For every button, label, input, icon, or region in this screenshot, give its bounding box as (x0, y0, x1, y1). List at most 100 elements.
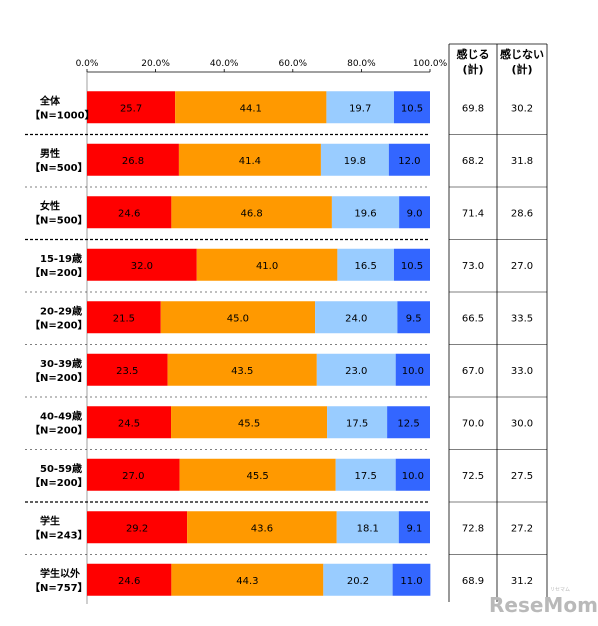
bar-value-label: 12.5 (397, 418, 419, 429)
x-tick-label: 100.0% (413, 59, 448, 69)
bar-segment (395, 353, 430, 386)
table-cell: 27.0 (511, 261, 533, 272)
bar-value-label: 17.5 (355, 471, 377, 482)
row-label-n: 【N=500】 (30, 161, 88, 174)
bar-segment (87, 353, 168, 386)
bar-segment (398, 511, 430, 544)
row-labels: 全体【N=1000】男性【N=500】女性【N=500】15-19歳【N=200… (30, 94, 95, 594)
bar-segment (388, 143, 430, 176)
table-cell: 33.0 (511, 366, 533, 377)
bar-value-label: 20.2 (347, 576, 369, 587)
table-header-sub: (計) (462, 62, 483, 76)
bar-segment (393, 91, 430, 124)
bar-value-label: 25.7 (120, 103, 142, 114)
bar-segment (171, 563, 324, 596)
bar-segment (178, 143, 321, 176)
bar-segment (187, 511, 337, 544)
row-label: 学生以外 (40, 567, 80, 580)
x-tick-label: 80.0% (347, 59, 376, 69)
bar-segment (167, 353, 317, 386)
table-cell: 30.0 (511, 418, 533, 429)
bar-segment (87, 248, 197, 281)
bar-segment (87, 91, 176, 124)
table-cell: 67.0 (462, 366, 484, 377)
chart-bars: 25.7 44.1 19.7 10.5 26.8 41.4 19.8 12.0 24.6 46.8… (87, 91, 431, 596)
x-tick-label: 40.0% (210, 59, 239, 69)
bar-segment (395, 458, 430, 491)
row-label-n: 【N=200】 (30, 476, 88, 489)
bar-value-label: 10.5 (401, 103, 423, 114)
bar-value-label: 41.4 (239, 156, 261, 167)
bar-segment (326, 91, 394, 124)
bar-segment (87, 143, 179, 176)
bar-segment (387, 406, 430, 439)
table-cell: 72.8 (462, 523, 484, 534)
table-cell: 33.5 (511, 313, 533, 324)
bar-value-label: 26.8 (122, 156, 144, 167)
row-label: 全体 (39, 94, 61, 107)
bar-segment (392, 563, 431, 596)
table-cell: 73.0 (462, 261, 484, 272)
row-label: 15-19歳 (40, 252, 82, 265)
row-label-n: 【N=1000】 (30, 108, 95, 121)
bar-value-label: 45.5 (247, 471, 269, 482)
bar-value-label: 24.5 (118, 418, 140, 429)
logo-ruby: リセマム (550, 587, 570, 593)
bar-value-label: 41.0 (256, 261, 278, 272)
bar-value-label: 19.8 (344, 156, 366, 167)
table-cell: 71.4 (462, 208, 484, 219)
table-header: 感じない (500, 47, 544, 61)
bar-segment (179, 458, 336, 491)
bar-value-label: 44.1 (240, 103, 262, 114)
bar-segment (87, 406, 172, 439)
table-header: 感じる (457, 47, 490, 61)
bar-segment (87, 511, 188, 544)
x-tick-label: 0.0% (76, 59, 99, 69)
bar-segment (320, 143, 389, 176)
bar-segment (87, 301, 161, 334)
bar-value-label: 24.6 (118, 208, 140, 219)
bar-value-label: 43.6 (251, 523, 273, 534)
bar-segment (399, 196, 430, 229)
logo-text: ReseMom (489, 593, 598, 617)
bar-value-label: 44.3 (236, 576, 258, 587)
bar-value-label: 18.1 (357, 523, 379, 534)
row-label-n: 【N=200】 (30, 266, 88, 279)
bar-segment (331, 196, 400, 229)
bar-value-label: 9.5 (406, 313, 422, 324)
row-label: 男性 (40, 147, 60, 160)
bar-value-label: 9.0 (407, 208, 423, 219)
bar-value-label: 27.0 (122, 471, 144, 482)
row-label-n: 【N=200】 (30, 318, 88, 331)
bar-value-label: 10.0 (402, 366, 424, 377)
bar-value-label: 24.0 (345, 313, 367, 324)
bar-value-label: 23.0 (345, 366, 367, 377)
bar-segment (316, 353, 396, 386)
row-label-n: 【N=200】 (30, 371, 88, 384)
table-cell: 31.8 (511, 156, 533, 167)
bar-value-label: 16.5 (355, 261, 377, 272)
table-cell: 30.2 (511, 103, 533, 114)
row-label: 40-49歳 (40, 409, 82, 422)
bar-value-label: 45.0 (227, 313, 249, 324)
bar-segment (87, 196, 172, 229)
bar-value-label: 9.1 (406, 523, 422, 534)
table-cell: 31.2 (511, 576, 533, 587)
row-label-n: 【N=243】 (30, 528, 88, 541)
table-cell: 28.6 (511, 208, 533, 219)
table-cell: 68.2 (462, 156, 484, 167)
group-separators (25, 133, 430, 555)
bar-segment (171, 196, 332, 229)
bar-value-label: 12.0 (398, 156, 420, 167)
bar-value-label: 29.2 (126, 523, 148, 534)
bar-segment (337, 248, 394, 281)
bar-value-label: 45.5 (238, 418, 260, 429)
bar-value-label: 32.0 (131, 261, 153, 272)
row-label: 学生 (40, 514, 60, 527)
table-cell: 72.5 (462, 471, 484, 482)
bar-value-label: 24.6 (118, 576, 140, 587)
bar-segment (315, 301, 398, 334)
bar-segment (87, 563, 172, 596)
bar-segment (327, 406, 388, 439)
